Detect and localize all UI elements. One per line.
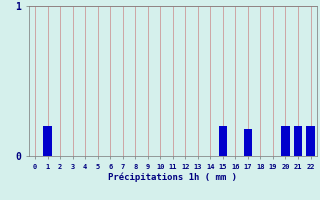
- Bar: [294, 126, 302, 156]
- Bar: [306, 126, 315, 156]
- Bar: [43, 126, 52, 156]
- Bar: [244, 129, 252, 156]
- X-axis label: Précipitations 1h ( mm ): Précipitations 1h ( mm ): [108, 172, 237, 182]
- Bar: [281, 126, 290, 156]
- Bar: [219, 126, 227, 156]
